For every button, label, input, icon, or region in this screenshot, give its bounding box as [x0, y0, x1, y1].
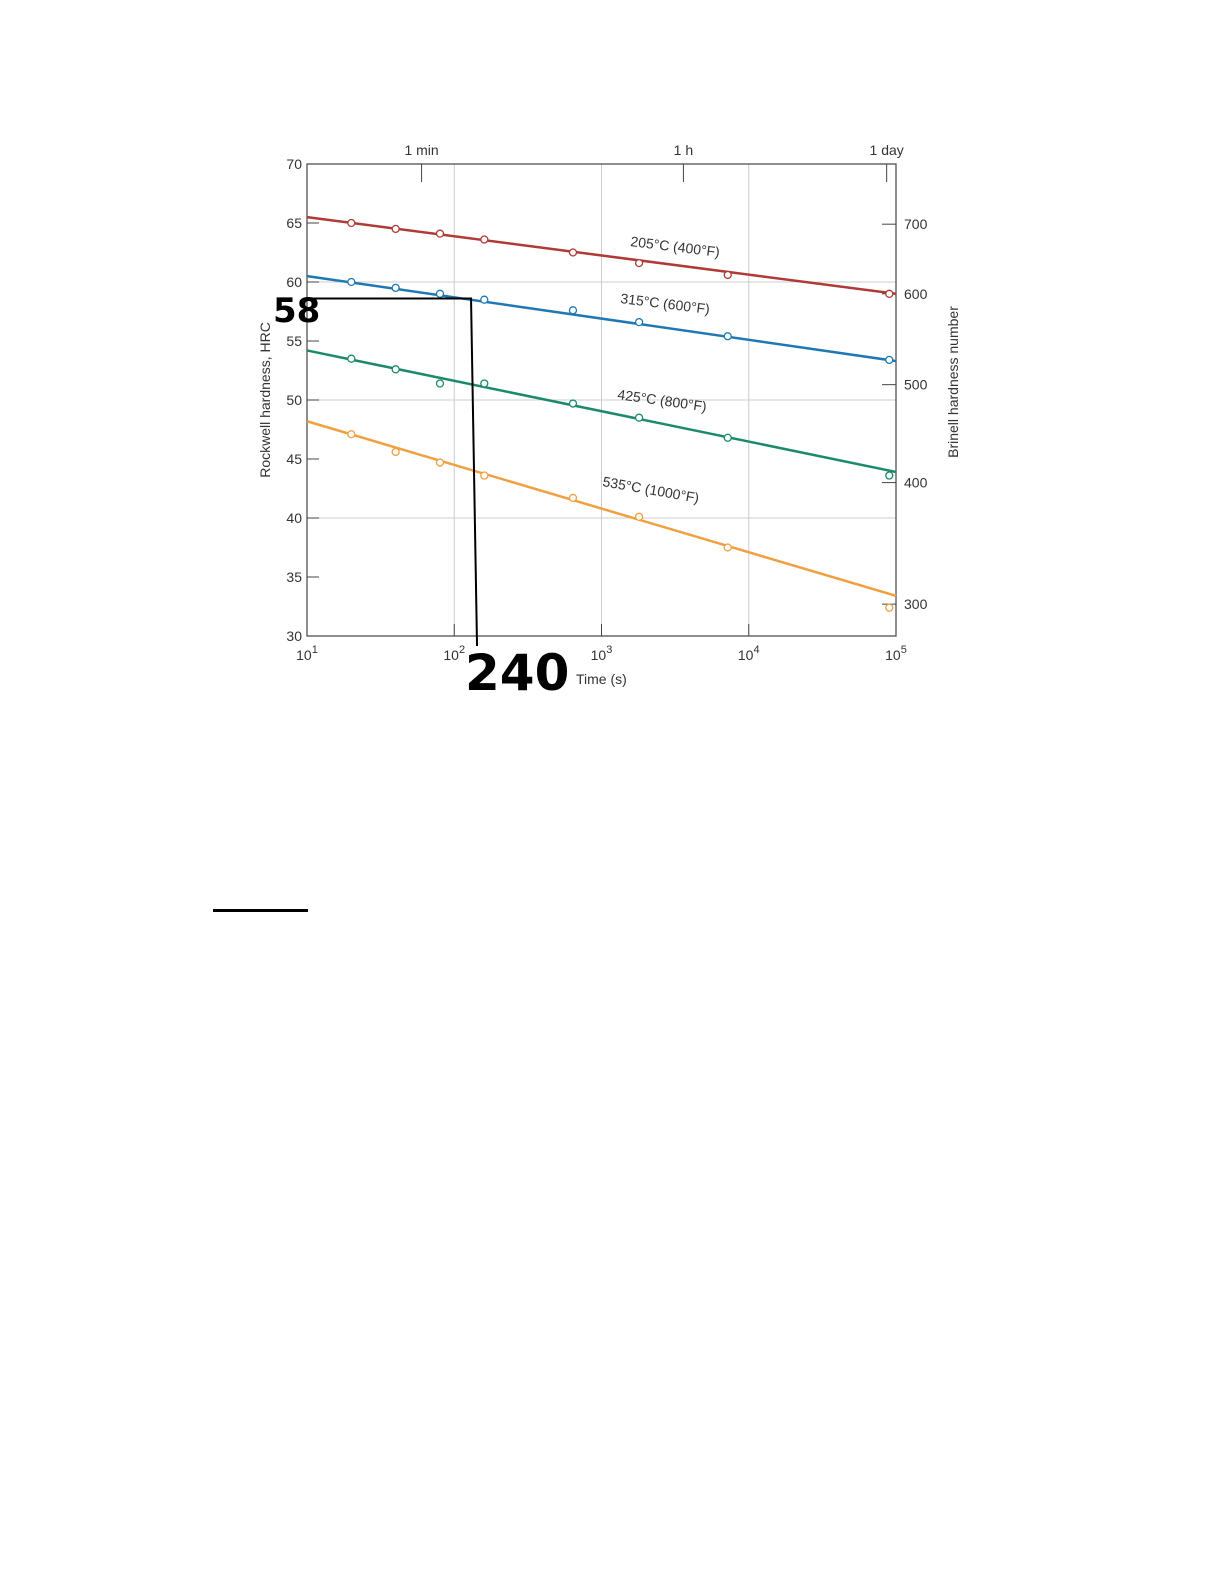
- data-point: [347, 218, 356, 228]
- series-line: [306, 349, 897, 474]
- right-tick-label: 500: [904, 377, 928, 393]
- y-tick-label: 30: [286, 628, 302, 644]
- series-label: 425°C (800°F): [617, 386, 708, 414]
- x-tick-label: 102: [443, 644, 465, 663]
- series-line: [306, 420, 897, 598]
- data-point: [634, 413, 644, 422]
- y-tick-label: 50: [286, 392, 302, 408]
- data-point: [723, 543, 732, 552]
- series-line: [306, 215, 897, 296]
- data-point: [435, 289, 445, 298]
- data-point: [435, 379, 445, 388]
- data-point: [391, 283, 400, 293]
- top-tick-label: 1 min: [404, 142, 438, 158]
- data-point: [885, 289, 894, 298]
- data-point: [568, 399, 578, 408]
- data-point: [347, 277, 356, 287]
- data-point: [568, 493, 578, 503]
- data-point: [568, 306, 578, 315]
- data-point: [480, 295, 489, 304]
- series-label: 315°C (600°F): [620, 290, 711, 317]
- data-point: [885, 355, 894, 365]
- annotation-line: [307, 297, 479, 647]
- data-point: [723, 270, 732, 280]
- y-tick-label: 45: [286, 451, 302, 467]
- y-tick-label: 70: [286, 156, 302, 172]
- data-point: [723, 433, 732, 442]
- right-tick-label: 600: [904, 286, 928, 302]
- y-tick-label: 40: [286, 510, 302, 526]
- data-point: [885, 471, 894, 480]
- y-tick-label: 60: [286, 274, 302, 290]
- series-label: 535°C (1000°F): [601, 473, 700, 506]
- data-point: [480, 235, 489, 244]
- y-axis-label: Rockwell hardness, HRC: [257, 322, 273, 478]
- right-tick-label: 300: [904, 596, 928, 612]
- data-point: [634, 317, 644, 327]
- series-label: 205°C (400°F): [630, 233, 721, 260]
- top-tick-label: 1 day: [870, 142, 904, 158]
- data-point: [435, 229, 445, 238]
- data-point: [347, 354, 356, 363]
- data-point: [480, 471, 489, 480]
- y-tick-label: 35: [286, 569, 302, 585]
- data-point: [634, 258, 644, 268]
- right-tick-label: 700: [904, 216, 928, 232]
- annotation-hrc-label: 58: [273, 291, 320, 331]
- x-tick-label: 101: [296, 644, 318, 663]
- data-point: [723, 332, 732, 341]
- right-tick-label: 400: [904, 475, 928, 491]
- data-point: [435, 458, 445, 467]
- data-point: [391, 365, 400, 374]
- data-point: [347, 430, 356, 439]
- x-tick-label: 105: [885, 644, 907, 663]
- x-axis-label: Time (s): [576, 671, 627, 687]
- underline-mark: [213, 909, 308, 912]
- data-point: [391, 447, 400, 457]
- x-tick-label: 104: [738, 644, 760, 663]
- data-point: [634, 512, 644, 521]
- top-tick-label: 1 h: [674, 142, 693, 158]
- x-tick-label: 103: [591, 644, 613, 663]
- data-point: [391, 224, 400, 234]
- y-tick-label: 55: [286, 333, 302, 349]
- annotation-time-label: 240: [465, 644, 569, 702]
- series-line: [306, 274, 897, 363]
- data-point: [480, 379, 489, 388]
- data-point: [568, 248, 578, 257]
- data-point: [885, 603, 894, 612]
- y-tick-label: 65: [286, 215, 302, 231]
- y2-axis-label: Brinell hardness number: [945, 306, 961, 458]
